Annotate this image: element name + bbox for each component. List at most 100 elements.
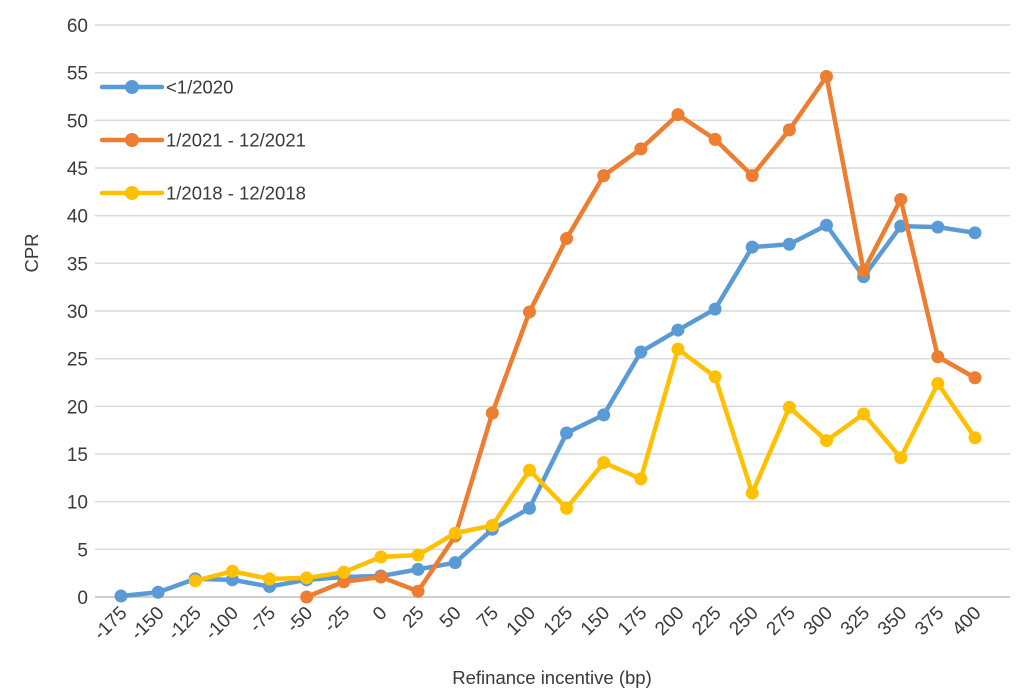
data-point-marker (708, 132, 722, 146)
legend-label: 1/2021 - 12/2021 (166, 130, 306, 151)
y-tick-label: 15 (67, 445, 88, 466)
data-point-marker (708, 370, 722, 384)
data-point-marker (374, 550, 388, 564)
y-tick-label: 25 (67, 350, 88, 371)
data-point-marker (151, 585, 165, 599)
data-point-marker (931, 376, 945, 390)
data-point-marker (560, 232, 574, 246)
data-point-marker (671, 342, 685, 356)
data-point-marker (968, 431, 982, 445)
data-point-marker (671, 323, 685, 337)
data-point-marker (931, 220, 945, 234)
data-point-marker (411, 548, 425, 562)
legend-label: <1/2020 (166, 77, 233, 98)
x-tick-label: 75 (473, 603, 503, 633)
data-point-marker (671, 108, 685, 122)
x-tick-label: 175 (614, 603, 651, 640)
gridlines-layer (95, 24, 1010, 598)
x-tick-label: 200 (651, 603, 688, 640)
y-tick-label: 50 (67, 111, 88, 132)
x-tick-label: -50 (283, 603, 317, 637)
legend-label: 1/2018 - 12/2018 (166, 183, 306, 204)
legend-marker (125, 80, 139, 94)
data-point-marker (485, 406, 499, 420)
x-tick-label: 375 (911, 603, 948, 640)
x-tick-label: 250 (725, 603, 762, 640)
data-point-marker (522, 463, 536, 477)
data-point-marker (114, 589, 128, 603)
data-point-marker (931, 350, 945, 364)
data-point-marker (597, 169, 611, 183)
data-point-marker (782, 237, 796, 251)
legend-item: 1/2021 - 12/2021 (99, 130, 306, 151)
x-tick-label: 275 (763, 603, 800, 640)
x-tick-label: 0 (369, 603, 391, 625)
series-line-0 (118, 222, 978, 599)
y-axis-title: CPR (21, 233, 42, 272)
series-line-2 (193, 346, 978, 584)
x-tick-label: 150 (577, 603, 614, 640)
data-point-marker (745, 486, 759, 500)
data-point-marker (819, 434, 833, 448)
data-point-marker (857, 264, 871, 278)
data-point-marker (597, 408, 611, 422)
data-point-marker (225, 564, 239, 578)
data-point-marker (819, 218, 833, 232)
x-tick-label: 50 (436, 603, 466, 633)
series-layer (114, 69, 982, 604)
y-tick-label: 10 (67, 493, 88, 514)
data-point-marker (522, 501, 536, 515)
data-point-marker (782, 400, 796, 414)
x-tick-label: 350 (874, 603, 911, 640)
data-point-marker (263, 572, 277, 586)
y-tick-label: 55 (67, 64, 88, 85)
data-point-marker (782, 123, 796, 137)
tick-labels-layer: 0 5 10 15 20 25 30 35 40 45 50 55 60 -175-150-125-100… (67, 16, 986, 644)
x-tick-label: -100 (201, 603, 243, 645)
y-tick-label: 45 (67, 159, 88, 180)
x-tick-label: -175 (90, 603, 132, 645)
x-tick-label: 300 (800, 603, 837, 640)
data-point-marker (560, 501, 574, 515)
legend-item: 1/2018 - 12/2018 (99, 183, 306, 204)
x-tick-label: 100 (503, 603, 540, 640)
y-tick-label: 0 (77, 588, 88, 609)
data-point-marker (745, 169, 759, 183)
x-tick-label: 225 (688, 603, 725, 640)
data-point-marker (300, 571, 314, 585)
data-point-marker (597, 456, 611, 470)
y-tick-label: 35 (67, 254, 88, 275)
data-point-marker (522, 305, 536, 319)
legend-item: <1/2020 (99, 77, 233, 98)
y-tick-label: 20 (67, 397, 88, 418)
y-tick-label: 5 (77, 540, 88, 561)
data-point-marker (894, 451, 908, 465)
x-tick-label: 25 (399, 603, 429, 633)
x-tick-label: -75 (246, 603, 280, 637)
data-point-marker (819, 69, 833, 83)
data-point-marker (634, 142, 648, 156)
data-point-marker (745, 240, 759, 254)
x-tick-label: 325 (837, 603, 874, 640)
legend-marker (125, 186, 139, 200)
y-tick-label: 60 (67, 16, 88, 37)
data-point-marker (448, 556, 462, 570)
data-point-marker (708, 302, 722, 316)
x-tick-label: -25 (320, 603, 354, 637)
data-point-marker (485, 519, 499, 533)
data-point-marker (337, 575, 351, 589)
data-point-marker (411, 562, 425, 576)
x-tick-label: -125 (164, 603, 206, 645)
data-point-marker (968, 371, 982, 385)
data-point-marker (411, 584, 425, 598)
data-point-marker (448, 526, 462, 540)
x-axis-title: Refinance incentive (bp) (452, 667, 652, 688)
x-tick-label: 125 (540, 603, 577, 640)
data-point-marker (857, 407, 871, 421)
data-point-marker (634, 345, 648, 359)
data-point-marker (560, 426, 574, 440)
data-point-marker (188, 574, 202, 588)
y-tick-label: 40 (67, 207, 88, 228)
data-point-marker (894, 192, 908, 206)
